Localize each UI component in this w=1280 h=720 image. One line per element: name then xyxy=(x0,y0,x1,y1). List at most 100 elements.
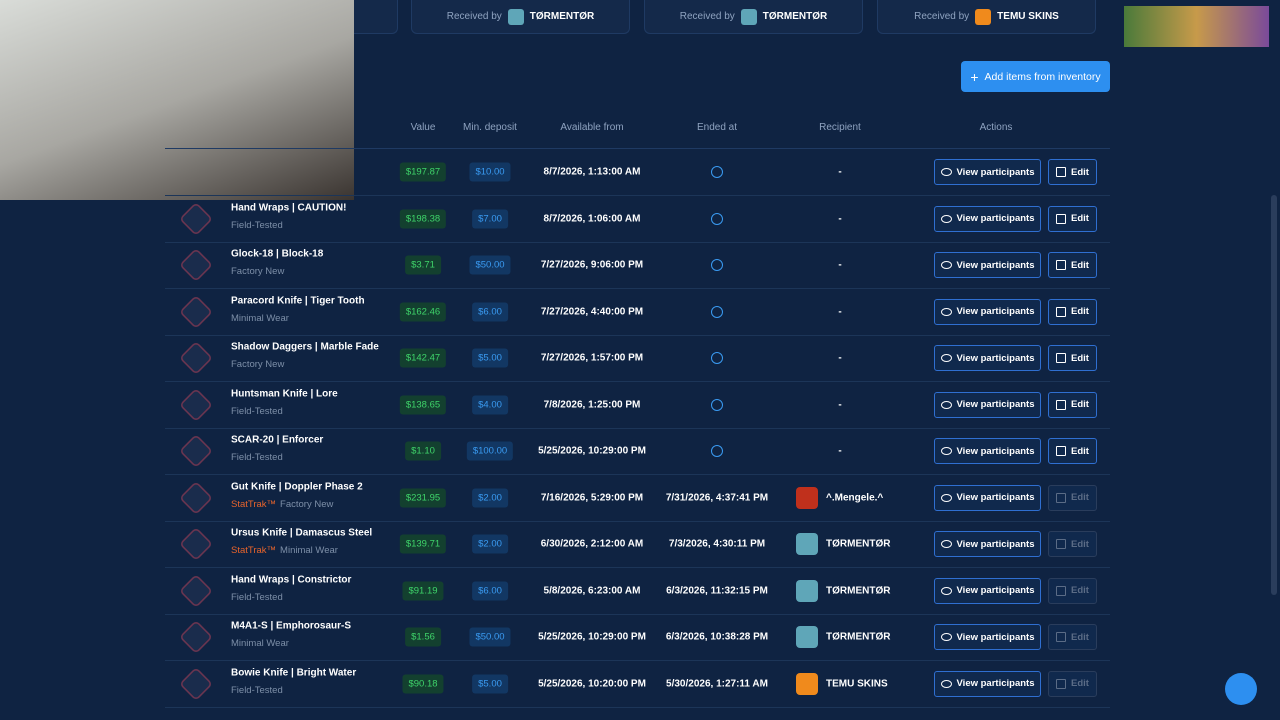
view-participants-button[interactable]: View participants xyxy=(934,484,1041,511)
ended-at: 5/30/2026, 1:27:11 AM xyxy=(666,678,768,689)
edit-button[interactable]: Edit xyxy=(1048,345,1097,371)
min-deposit-badge: $10.00 xyxy=(469,162,511,182)
min-deposit-badge: $6.00 xyxy=(472,302,508,321)
edit-icon xyxy=(1056,213,1067,224)
view-participants-button[interactable]: View participants xyxy=(934,577,1041,604)
available-from: 8/7/2026, 1:06:00 AM xyxy=(543,213,641,224)
button-label: Edit xyxy=(1071,259,1089,271)
column-header: Recipient xyxy=(819,122,861,133)
item-condition: StatTrak™ Minimal Wear xyxy=(231,545,338,556)
item-name: Shadow Daggers | Marble Fade xyxy=(231,341,379,353)
webcam-overlay xyxy=(0,0,354,200)
item-image xyxy=(179,294,213,329)
row-divider xyxy=(165,474,1110,475)
view-participants-button[interactable]: View participants xyxy=(934,670,1041,697)
button-label: View participants xyxy=(956,445,1035,457)
item-name: Hand Wraps | CAUTION! xyxy=(231,202,347,213)
view-participants-button[interactable]: View participants xyxy=(934,159,1041,185)
item-condition: Field-Tested xyxy=(231,452,283,463)
view-participants-button[interactable]: View participants xyxy=(934,391,1041,418)
column-header: Available from xyxy=(560,122,624,133)
avatar xyxy=(507,8,524,25)
item-image xyxy=(179,341,213,375)
card-label: Received by xyxy=(446,11,502,22)
recipient: ^.Mengele.^ xyxy=(826,492,884,503)
stattrak-label: StatTrak™ xyxy=(231,545,277,556)
value-badge: $1.56 xyxy=(405,627,441,647)
received-card: Received by TEMU SKINS xyxy=(877,0,1096,34)
recipient-avatar xyxy=(796,486,818,509)
view-participants-button[interactable]: View participants xyxy=(934,205,1041,232)
chat-button[interactable] xyxy=(1225,673,1257,705)
edit-icon xyxy=(1056,492,1067,503)
edit-button[interactable]: Edit xyxy=(1048,391,1097,418)
min-deposit-badge: $6.00 xyxy=(472,581,508,600)
card-name: TEMU SKINS xyxy=(997,11,1059,22)
condition-label: Factory New xyxy=(280,498,334,510)
edit-button[interactable]: Edit xyxy=(1048,438,1097,464)
row-divider xyxy=(165,567,1110,568)
button-label: View participants xyxy=(956,585,1035,596)
button-label: View participants xyxy=(956,678,1035,689)
recipient: TØRMENTØR xyxy=(826,631,891,643)
edit-icon xyxy=(1056,399,1067,410)
value-badge: $139.71 xyxy=(399,534,447,554)
button-label: View participants xyxy=(956,213,1035,224)
condition-label: Field-Tested xyxy=(231,452,283,463)
button-label: Edit xyxy=(1071,585,1089,596)
item-image xyxy=(179,573,213,608)
value-badge: $90.18 xyxy=(402,674,444,693)
row-divider xyxy=(165,334,1110,336)
view-participants-button[interactable]: View participants xyxy=(934,298,1041,325)
button-label: Edit xyxy=(1071,352,1089,364)
received-card: Received by TØRMENTØR xyxy=(644,0,863,34)
available-from: 6/30/2026, 2:12:00 AM xyxy=(540,538,644,550)
item-name: Huntsman Knife | Lore xyxy=(231,388,338,399)
edit-button[interactable]: Edit xyxy=(1048,252,1097,278)
view-participants-button[interactable]: View participants xyxy=(934,438,1041,464)
item-name: Bowie Knife | Bright Water xyxy=(231,667,357,678)
info-icon xyxy=(711,352,723,364)
view-participants-button[interactable]: View participants xyxy=(934,345,1041,371)
spacer xyxy=(165,90,167,91)
view-participants-button[interactable]: View participants xyxy=(934,531,1041,557)
row-divider xyxy=(165,195,1110,196)
view-participants-button[interactable]: View participants xyxy=(934,252,1041,278)
value-badge: $1.10 xyxy=(405,441,441,461)
eye-icon xyxy=(940,400,952,409)
avatar xyxy=(740,8,757,25)
button-label: View participants xyxy=(956,492,1035,503)
item-image xyxy=(179,248,213,282)
edit-button[interactable]: Edit xyxy=(1048,298,1097,325)
view-participants-button[interactable]: View participants xyxy=(934,624,1041,650)
condition-label: Minimal Wear xyxy=(231,312,289,324)
item-name: Glock-18 | Block-18 xyxy=(231,248,324,260)
button-label: Edit xyxy=(1071,399,1089,410)
eye-icon xyxy=(940,354,952,362)
min-deposit-badge: $50.00 xyxy=(469,255,511,275)
header-divider xyxy=(165,148,1110,149)
button-label: Edit xyxy=(1071,213,1089,224)
info-icon xyxy=(711,166,723,178)
available-from: 7/27/2026, 1:57:00 PM xyxy=(540,352,644,364)
eye-icon xyxy=(940,307,952,316)
value-badge: $231.95 xyxy=(399,488,447,507)
add-items-button[interactable]: + Add items from inventory xyxy=(961,61,1110,92)
item-image xyxy=(179,527,213,561)
info-icon xyxy=(711,259,723,271)
edit-button: Edit xyxy=(1048,624,1097,650)
button-label: Add items from inventory xyxy=(984,70,1101,83)
min-deposit-badge: $2.00 xyxy=(472,488,508,507)
item-image xyxy=(179,480,213,515)
info-icon xyxy=(711,398,723,411)
row-divider xyxy=(165,613,1110,615)
eye-icon xyxy=(940,586,952,595)
edit-button[interactable]: Edit xyxy=(1048,159,1097,185)
value-badge: $198.38 xyxy=(399,209,447,228)
condition-label: Field-Tested xyxy=(231,684,283,696)
edit-icon xyxy=(1056,167,1067,177)
button-label: View participants xyxy=(956,538,1035,550)
row-divider xyxy=(165,288,1110,289)
edit-button[interactable]: Edit xyxy=(1048,205,1097,232)
row-divider xyxy=(165,520,1110,522)
